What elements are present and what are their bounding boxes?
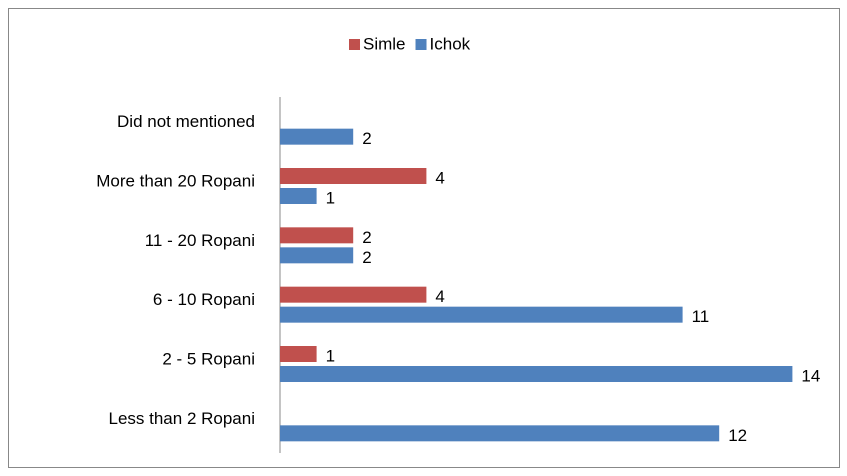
chart-border <box>8 8 840 468</box>
y-tick-label: Less than 2 Ropani <box>109 409 256 428</box>
y-tick-label: 6 - 10 Ropani <box>153 290 255 309</box>
data-label: 2 <box>362 248 371 267</box>
bar <box>280 227 354 244</box>
data-label: 2 <box>362 129 371 148</box>
bar <box>280 168 427 184</box>
legend-label: Simle <box>363 34 406 53</box>
y-tick-label: 11 - 20 Ropani <box>145 231 255 250</box>
bar <box>280 188 317 204</box>
legend-swatch <box>349 39 360 50</box>
bar <box>280 247 354 264</box>
legend-label: Ichok <box>430 34 471 53</box>
legend-swatch <box>415 39 427 50</box>
data-label: 1 <box>326 346 335 365</box>
data-label: 2 <box>362 228 371 247</box>
y-tick-label: 2 - 5 Ropani <box>162 349 255 368</box>
data-label: 12 <box>728 426 747 445</box>
y-tick-label: More than 20 Ropani <box>96 171 255 190</box>
data-label: 4 <box>435 168 444 187</box>
y-tick-label: Did not mentioned <box>117 112 255 131</box>
bar <box>280 286 427 303</box>
bar <box>280 425 720 442</box>
data-label: 11 <box>692 307 710 326</box>
data-label: 1 <box>326 188 335 207</box>
bar <box>280 306 683 323</box>
data-label: 4 <box>435 287 444 306</box>
bar <box>280 366 793 382</box>
bar <box>280 128 354 145</box>
data-label: 14 <box>801 366 820 385</box>
bar <box>280 346 317 362</box>
